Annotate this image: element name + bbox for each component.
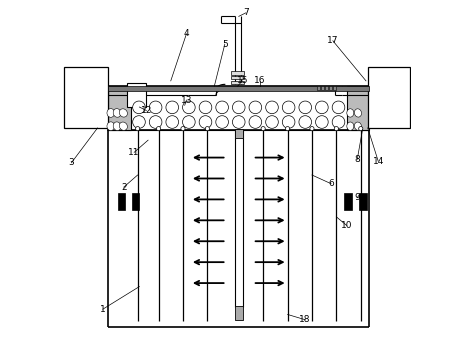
Circle shape	[334, 127, 338, 131]
Text: 18: 18	[299, 315, 311, 324]
Text: 16: 16	[254, 76, 265, 85]
Ellipse shape	[113, 122, 121, 131]
Circle shape	[156, 127, 161, 131]
Bar	[368, 67, 410, 128]
Bar	[127, 83, 146, 107]
Bar	[131, 86, 347, 130]
Bar	[64, 67, 108, 128]
Text: 12: 12	[141, 106, 152, 115]
Bar	[347, 86, 369, 130]
Bar	[231, 71, 244, 75]
Text: 1: 1	[100, 305, 106, 314]
Circle shape	[249, 101, 262, 114]
Circle shape	[285, 127, 290, 131]
Circle shape	[133, 101, 146, 114]
Bar	[108, 86, 131, 130]
Ellipse shape	[119, 122, 128, 130]
Ellipse shape	[107, 122, 115, 131]
Bar	[317, 86, 320, 90]
Text: 6: 6	[328, 179, 334, 188]
Bar	[108, 86, 369, 130]
Ellipse shape	[107, 108, 115, 117]
Bar	[231, 80, 244, 84]
Ellipse shape	[355, 122, 362, 130]
Ellipse shape	[119, 109, 128, 117]
Bar	[118, 193, 126, 210]
Circle shape	[266, 101, 278, 114]
Circle shape	[166, 116, 179, 128]
Circle shape	[181, 127, 185, 131]
Circle shape	[261, 127, 265, 131]
Text: 4: 4	[183, 29, 189, 38]
Text: 2: 2	[121, 183, 127, 192]
Circle shape	[166, 101, 179, 114]
Bar	[132, 193, 139, 210]
Circle shape	[216, 116, 228, 128]
Bar	[359, 193, 367, 210]
Circle shape	[232, 116, 245, 128]
Circle shape	[205, 127, 210, 131]
Circle shape	[316, 101, 328, 114]
Bar	[108, 86, 369, 91]
Ellipse shape	[113, 108, 121, 117]
Bar	[325, 86, 328, 90]
Circle shape	[299, 116, 311, 128]
Circle shape	[266, 116, 278, 128]
Circle shape	[182, 116, 195, 128]
Text: 7: 7	[243, 8, 248, 18]
Circle shape	[332, 101, 345, 114]
Ellipse shape	[347, 122, 354, 131]
Bar	[235, 129, 243, 138]
Circle shape	[149, 101, 162, 114]
Text: 3: 3	[69, 158, 74, 167]
Circle shape	[199, 101, 212, 114]
Circle shape	[249, 116, 262, 128]
Circle shape	[359, 127, 363, 131]
Text: 10: 10	[341, 221, 353, 230]
Bar	[328, 86, 332, 90]
Circle shape	[136, 127, 140, 131]
Text: 14: 14	[373, 156, 384, 166]
Circle shape	[299, 101, 311, 114]
Circle shape	[316, 116, 328, 128]
Circle shape	[216, 101, 228, 114]
Ellipse shape	[347, 109, 354, 117]
Text: 8: 8	[355, 155, 360, 164]
Circle shape	[133, 116, 146, 128]
Text: 11: 11	[128, 148, 140, 157]
Bar	[345, 193, 352, 210]
Circle shape	[149, 116, 162, 128]
Circle shape	[283, 116, 295, 128]
Text: 13: 13	[181, 96, 192, 105]
Circle shape	[199, 116, 212, 128]
Text: 17: 17	[327, 36, 338, 45]
Circle shape	[182, 101, 195, 114]
Text: 15: 15	[237, 76, 248, 85]
Text: 5: 5	[222, 40, 228, 49]
Bar	[231, 76, 244, 79]
Circle shape	[283, 101, 295, 114]
Circle shape	[310, 127, 314, 131]
Bar	[235, 307, 243, 320]
Bar	[333, 86, 336, 90]
Circle shape	[232, 101, 245, 114]
Text: 9: 9	[355, 193, 360, 202]
Bar	[321, 86, 324, 90]
Ellipse shape	[355, 109, 362, 117]
Circle shape	[332, 116, 345, 128]
